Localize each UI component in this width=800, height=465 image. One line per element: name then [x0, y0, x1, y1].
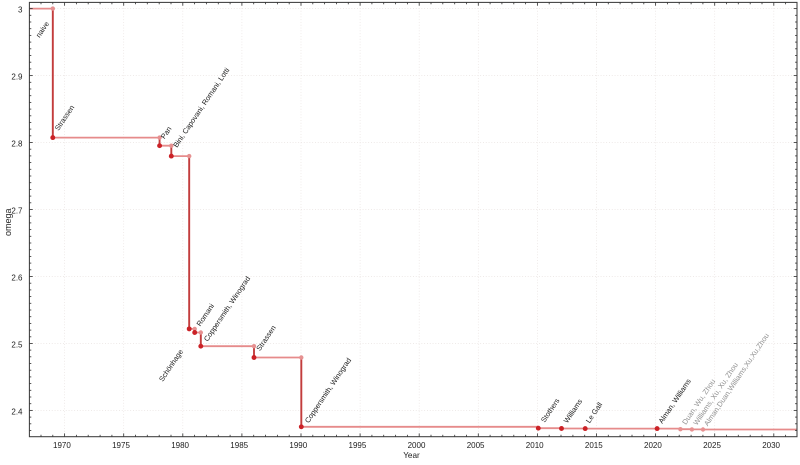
- svg-text:2.5: 2.5: [11, 341, 23, 350]
- svg-text:1980: 1980: [171, 441, 189, 450]
- svg-text:2.7: 2.7: [11, 207, 23, 216]
- svg-text:1990: 1990: [289, 441, 307, 450]
- svg-text:2015: 2015: [585, 441, 603, 450]
- svg-text:2020: 2020: [644, 441, 662, 450]
- svg-text:1970: 1970: [53, 441, 71, 450]
- svg-text:2000: 2000: [408, 441, 426, 450]
- svg-text:2.9: 2.9: [11, 73, 23, 82]
- svg-text:1995: 1995: [349, 441, 367, 450]
- svg-text:2005: 2005: [467, 441, 485, 450]
- svg-text:2.8: 2.8: [11, 140, 23, 149]
- svg-text:2010: 2010: [526, 441, 544, 450]
- svg-text:2025: 2025: [703, 441, 721, 450]
- svg-text:2.6: 2.6: [11, 274, 23, 283]
- svg-text:2030: 2030: [762, 441, 780, 450]
- svg-text:omega: omega: [3, 208, 13, 236]
- svg-text:1985: 1985: [230, 441, 248, 450]
- svg-text:1975: 1975: [112, 441, 130, 450]
- svg-text:3: 3: [18, 6, 23, 15]
- svg-text:2.4: 2.4: [11, 407, 23, 416]
- svg-text:Year: Year: [403, 451, 420, 460]
